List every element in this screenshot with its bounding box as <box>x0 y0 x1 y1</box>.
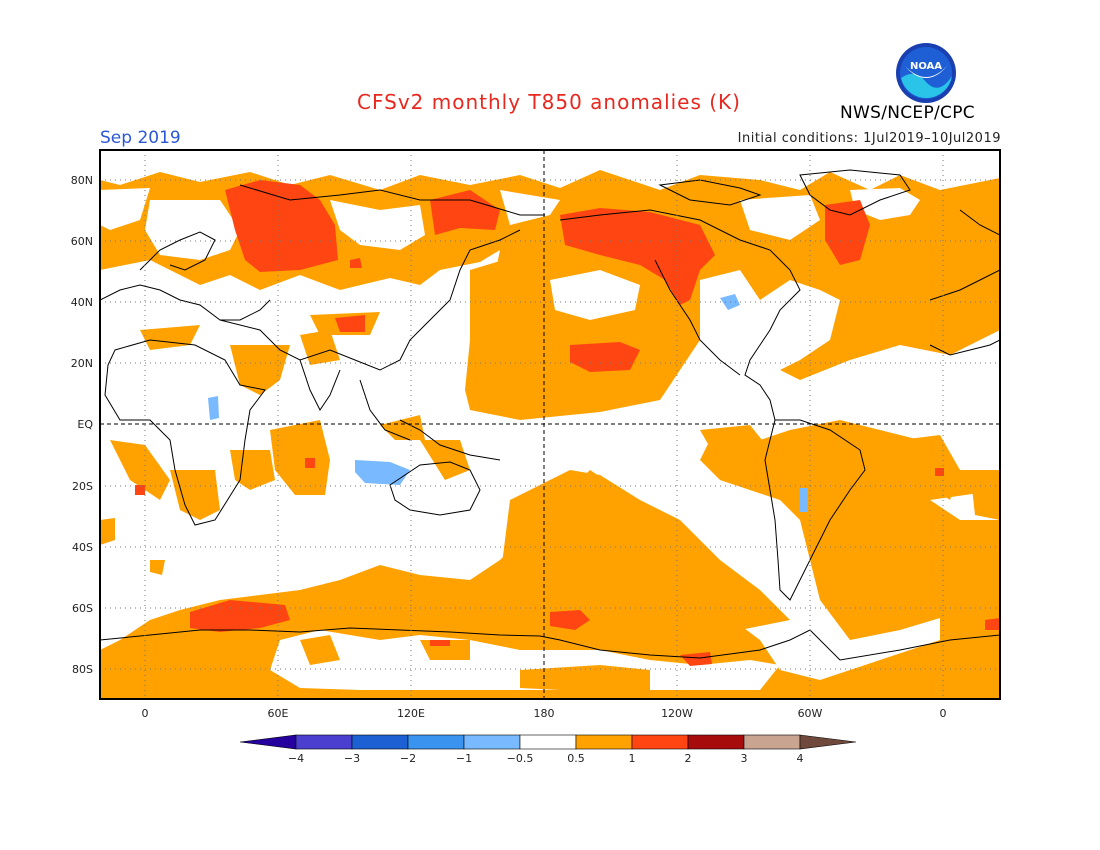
colorbar-swatch <box>631 734 689 750</box>
colorbar-swatch <box>743 734 801 750</box>
lat-label: 40S <box>72 541 93 554</box>
lon-labels: 0 60E 120E 180 120W 60W 0 <box>142 707 947 720</box>
colorbar-max-arrow <box>799 734 857 750</box>
lat-label: 60N <box>71 235 93 248</box>
lat-label: 40N <box>71 296 93 309</box>
colorbar-swatch <box>575 734 633 750</box>
lon-label: 0 <box>142 707 149 720</box>
lon-label: 120E <box>397 707 425 720</box>
colorbar-tick-label: 4 <box>797 752 804 765</box>
logo-text: NOAA <box>910 61 942 72</box>
map-frame <box>99 149 1001 700</box>
lat-label: 60S <box>72 602 93 615</box>
noaa-logo: NOAA <box>896 43 956 103</box>
initial-conditions: Initial conditions: 1Jul2019–10Jul2019 <box>737 131 1001 146</box>
lat-label: 80S <box>72 663 93 676</box>
gridlines <box>100 150 1000 699</box>
colorbar-tick-label: 2 <box>685 752 692 765</box>
colorbar-tick-label: −1 <box>456 752 472 765</box>
lat-label: EQ <box>77 418 93 431</box>
lon-label: 180 <box>534 707 555 720</box>
map-title: CFSv2 monthly T850 anomalies (K) <box>357 90 741 114</box>
strong-anomaly-regions <box>135 180 1000 666</box>
colorbar: −4 −3 −2 −1 −0.5 0.5 1 2 3 4 <box>239 734 857 765</box>
colorbar-tick-label: 3 <box>741 752 748 765</box>
lon-label: 120W <box>661 707 693 720</box>
colorbar-min-arrow <box>239 734 297 750</box>
cool-anomaly-regions <box>208 294 808 512</box>
lat-labels: 80N 60N 40N 20N EQ 20S 40S 60S 80S <box>71 174 94 676</box>
colorbar-swatch <box>519 734 577 750</box>
map-area <box>100 150 1000 699</box>
coastlines <box>100 169 1000 661</box>
colorbar-tick-label: −4 <box>288 752 304 765</box>
lon-label: 60E <box>268 707 289 720</box>
colorbar-tick-label: −2 <box>400 752 416 765</box>
colorbar-swatch <box>463 734 521 750</box>
colorbar-swatch <box>295 734 353 750</box>
lon-label: 0 <box>940 707 947 720</box>
lat-label: 20N <box>71 357 93 370</box>
lat-label: 20S <box>72 480 93 493</box>
colorbar-tick-label: −3 <box>344 752 360 765</box>
equator-dateline <box>100 150 1000 699</box>
colorbar-swatch <box>407 734 465 750</box>
month-label: Sep 2019 <box>100 128 181 148</box>
agency-label: NWS/NCEP/CPC <box>840 103 975 123</box>
lat-label: 80N <box>71 174 93 187</box>
lon-label: 60W <box>798 707 823 720</box>
colorbar-tick-label: 0.5 <box>567 752 585 765</box>
colorbar-swatch <box>351 734 409 750</box>
colorbar-tick-label: −0.5 <box>507 752 534 765</box>
colorbar-tick-label: 1 <box>629 752 636 765</box>
colorbar-swatch <box>687 734 745 750</box>
